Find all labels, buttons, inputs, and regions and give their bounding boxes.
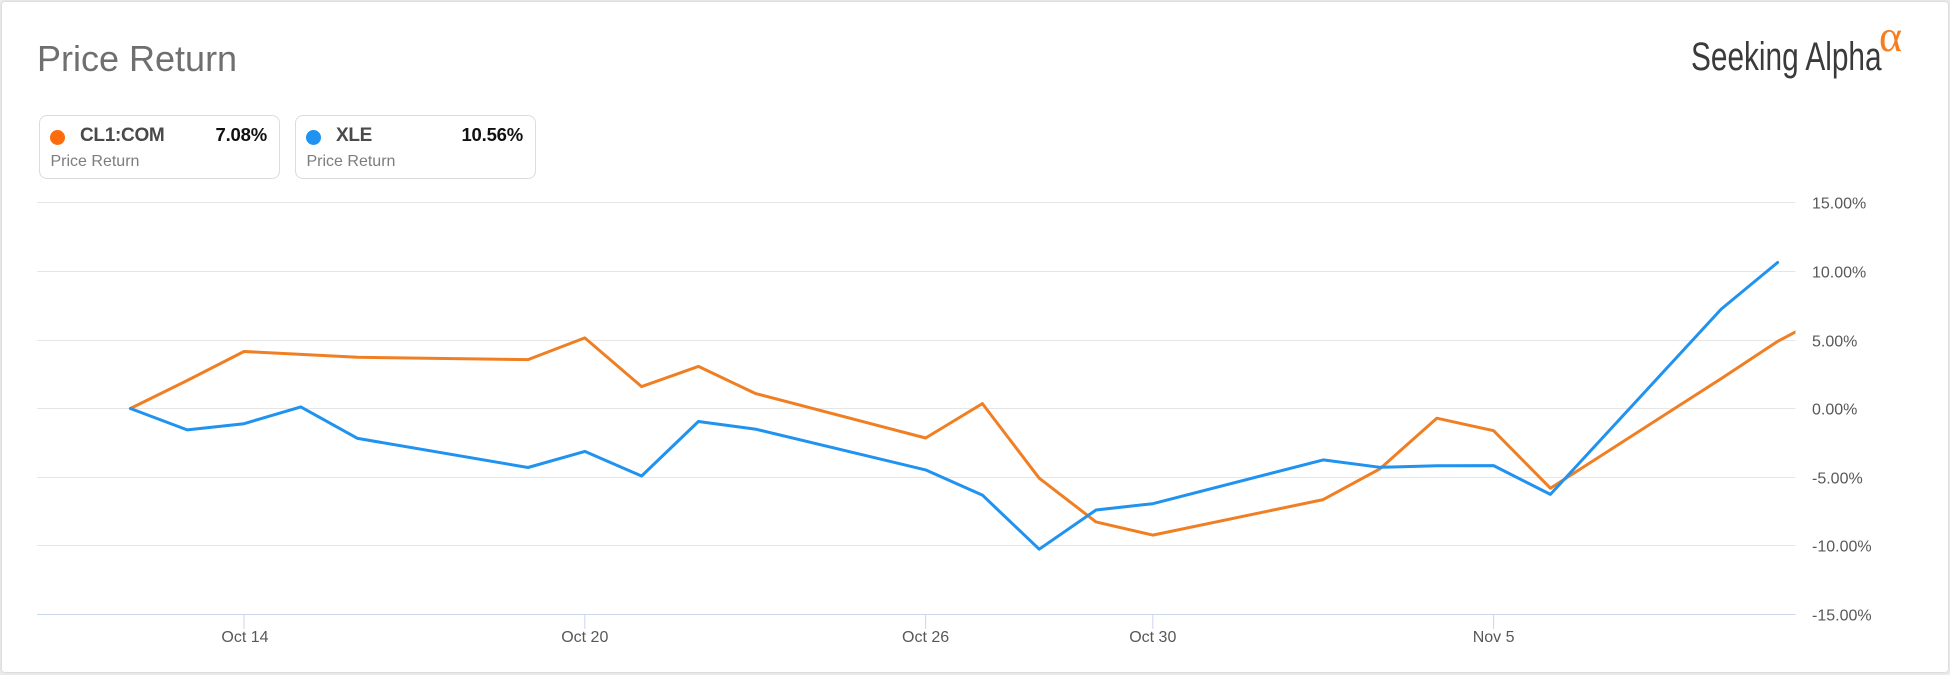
svg-text:0.00%: 0.00% xyxy=(1812,401,1857,418)
svg-text:5.00%: 5.00% xyxy=(1812,333,1857,350)
svg-text:-5.00%: -5.00% xyxy=(1812,470,1863,487)
svg-text:15.00%: 15.00% xyxy=(1812,195,1866,212)
svg-text:Oct 14: Oct 14 xyxy=(221,629,268,646)
svg-text:Oct 26: Oct 26 xyxy=(902,629,949,646)
svg-text:Oct 20: Oct 20 xyxy=(561,629,608,646)
svg-text:10.00%: 10.00% xyxy=(1812,264,1866,281)
svg-text:Nov 5: Nov 5 xyxy=(1473,629,1515,646)
svg-text:Oct 30: Oct 30 xyxy=(1129,629,1176,646)
svg-text:-10.00%: -10.00% xyxy=(1812,538,1872,555)
svg-text:-15.00%: -15.00% xyxy=(1812,607,1872,624)
